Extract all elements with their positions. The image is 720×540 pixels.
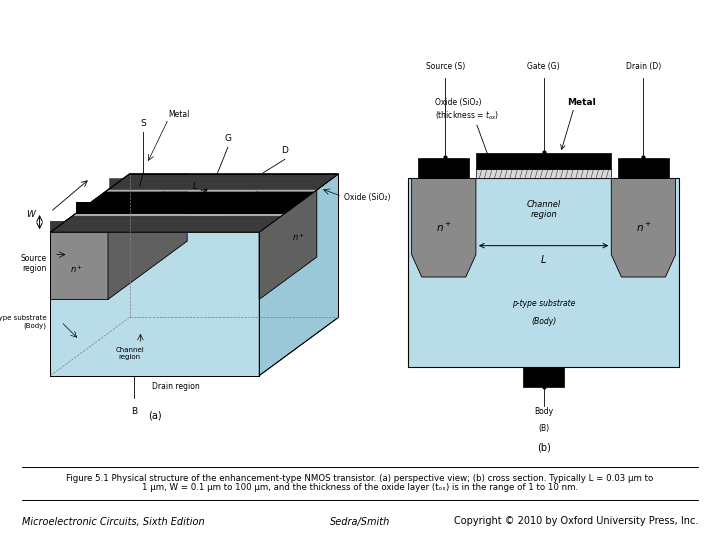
Text: (thickness = $t_{ox}$): (thickness = $t_{ox}$) — [436, 110, 500, 123]
Text: Copyright © 2010 by Oxford University Press, Inc.: Copyright © 2010 by Oxford University Pr… — [454, 516, 698, 526]
Text: Metal: Metal — [168, 110, 190, 119]
Polygon shape — [106, 189, 318, 191]
Text: (b): (b) — [536, 442, 551, 453]
Polygon shape — [412, 178, 476, 277]
Bar — [418, 158, 469, 178]
Polygon shape — [259, 174, 338, 376]
Text: S: S — [140, 119, 146, 128]
Text: Figure 5.1 Physical structure of the enhancement-type NMOS transistor. (a) persp: Figure 5.1 Physical structure of the enh… — [66, 474, 654, 483]
Text: Drain region: Drain region — [152, 382, 199, 392]
Polygon shape — [50, 174, 338, 232]
Polygon shape — [202, 174, 338, 232]
Text: G: G — [225, 134, 231, 143]
Polygon shape — [76, 202, 284, 213]
Polygon shape — [611, 178, 675, 277]
Polygon shape — [50, 221, 259, 232]
Bar — [476, 153, 611, 168]
Text: p-type substrate
(Body): p-type substrate (Body) — [0, 315, 47, 328]
Text: Channel
region: Channel region — [115, 347, 144, 360]
Text: Oxide (SiO₂): Oxide (SiO₂) — [344, 193, 390, 202]
Text: Drain (D): Drain (D) — [626, 62, 661, 71]
Text: W: W — [26, 210, 35, 219]
Bar — [476, 168, 611, 178]
Text: Source (S): Source (S) — [426, 62, 465, 71]
Text: B: B — [131, 407, 137, 416]
Polygon shape — [50, 232, 259, 376]
Text: Gate (G): Gate (G) — [527, 62, 560, 71]
Polygon shape — [259, 190, 317, 299]
Polygon shape — [50, 216, 282, 232]
Polygon shape — [50, 221, 259, 232]
Text: D: D — [282, 146, 288, 155]
Bar — [618, 158, 669, 178]
Text: $n^+$: $n^+$ — [292, 231, 305, 242]
Text: Sedra/Smith: Sedra/Smith — [330, 516, 390, 526]
Bar — [523, 367, 564, 387]
Bar — [408, 178, 679, 367]
Text: Body: Body — [534, 407, 553, 416]
Polygon shape — [50, 174, 187, 232]
Text: L: L — [193, 183, 197, 191]
Text: $L$: $L$ — [540, 253, 547, 265]
Polygon shape — [109, 174, 338, 189]
Text: (a): (a) — [148, 411, 161, 421]
Text: Oxide (SiO₂): Oxide (SiO₂) — [436, 98, 482, 107]
Text: (B): (B) — [538, 424, 549, 433]
Text: $n^+$: $n^+$ — [436, 221, 451, 234]
Polygon shape — [108, 174, 187, 299]
Text: Source
region: Source region — [21, 254, 47, 273]
Text: Microelectronic Circuits, Sixth Edition: Microelectronic Circuits, Sixth Edition — [22, 516, 204, 526]
Polygon shape — [109, 178, 318, 189]
Text: Metal: Metal — [567, 98, 596, 107]
Text: 1 μm, W = 0.1 μm to 100 μm, and the thickness of the oxide layer (tₒₓ) is in the: 1 μm, W = 0.1 μm to 100 μm, and the thic… — [142, 483, 578, 492]
Text: p-type substrate: p-type substrate — [512, 299, 575, 308]
Polygon shape — [50, 232, 108, 299]
Text: $n^+$: $n^+$ — [70, 264, 83, 275]
Polygon shape — [73, 213, 284, 216]
Polygon shape — [76, 191, 315, 213]
Text: (Body): (Body) — [531, 318, 557, 326]
Text: $n^+$: $n^+$ — [636, 221, 652, 234]
Text: Channel
region: Channel region — [526, 200, 561, 219]
